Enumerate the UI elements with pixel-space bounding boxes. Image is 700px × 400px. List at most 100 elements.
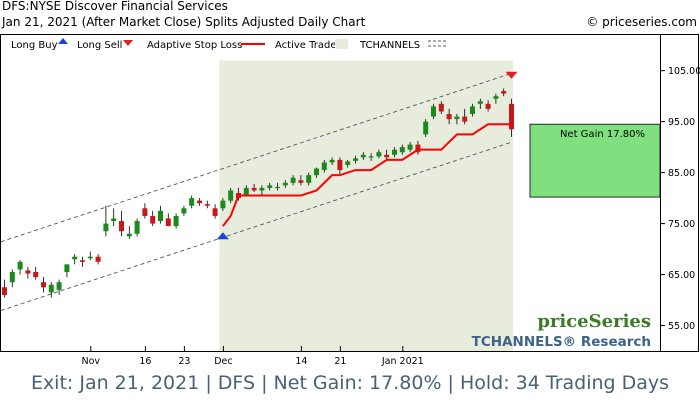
active-trade-swatch: [335, 39, 348, 49]
candle-body: [25, 270, 31, 274]
candle-body: [150, 215, 156, 224]
candle-body: [321, 162, 327, 171]
candle-body: [87, 256, 93, 259]
candle-body: [220, 200, 226, 209]
candle-body: [165, 218, 171, 227]
candle-body: [399, 147, 405, 153]
active-trade-region: [219, 60, 513, 351]
sell-arrow-icon: [123, 40, 133, 46]
candle-body: [275, 186, 280, 189]
candle-body: [470, 106, 475, 114]
y-tick-label: 85.00: [668, 168, 695, 179]
candle-body: [134, 221, 140, 234]
candle-body: [72, 256, 78, 260]
y-tick-label: 95.00: [668, 117, 695, 128]
candle-body: [329, 159, 335, 163]
candle-body: [103, 223, 109, 232]
x-tick-label: 21: [334, 356, 346, 367]
candle-body: [48, 284, 54, 293]
candle-body: [17, 261, 23, 270]
candle-body: [142, 208, 148, 216]
candle-body: [228, 190, 234, 201]
candle-body: [243, 187, 249, 196]
chart-subtitle: Jan 21, 2021 (After Market Close) Splits…: [1, 15, 366, 29]
candle-body: [462, 116, 468, 122]
candle-body: [493, 96, 499, 99]
legend-long-buy-label: Long Buy: [11, 40, 58, 51]
candle-body: [501, 91, 507, 94]
candle-body: [126, 233, 132, 237]
candle-body: [477, 101, 483, 104]
candle-body: [509, 103, 514, 130]
candle-body: [259, 187, 265, 191]
candle-body: [384, 154, 390, 158]
candle-body: [282, 182, 288, 186]
x-tick-label: 14: [295, 356, 307, 367]
candle-body: [306, 175, 312, 183]
candle-body: [485, 103, 491, 109]
candle-body: [95, 256, 101, 262]
stop-loss-layer: [222, 123, 512, 227]
candle-body: [56, 282, 62, 290]
y-tick-label: 65.00: [668, 270, 695, 281]
candle-body: [353, 158, 358, 161]
candle-body: [189, 198, 195, 206]
legend-stop-loss-label: Adaptive Stop Loss: [147, 40, 242, 51]
candle-body: [9, 272, 15, 283]
x-tick-label: Nov: [82, 356, 101, 367]
axis-ticks: 55.00 65.00 75.00 85.00 95.00 105.00 Nov 16 23 De…: [82, 66, 700, 367]
net-gain-label: Net Gain 17.80%: [560, 129, 645, 140]
candle-body: [415, 144, 421, 153]
candle-body: [407, 144, 413, 150]
legend-tchannels-label: TCHANNELS: [359, 40, 420, 51]
x-tick-label: 16: [139, 356, 151, 367]
candle-body: [251, 187, 257, 191]
y-tick-label: 55.00: [668, 321, 695, 332]
candle-body: [376, 152, 382, 157]
candle-body: [173, 215, 179, 227]
candle-body: [111, 218, 117, 222]
entry-buy-marker: [216, 232, 229, 240]
buy-arrow-icon: [58, 38, 68, 44]
candle-body: [33, 272, 39, 278]
candle-body: [392, 149, 397, 155]
candle-body: [446, 114, 452, 120]
candle-body: [360, 154, 366, 158]
candle-body: [181, 208, 187, 214]
candle-body: [423, 121, 429, 135]
candle-body: [197, 200, 202, 204]
candle-body: [204, 204, 210, 206]
chart-title: DFS:NYSE Discover Financial Services: [2, 0, 228, 13]
plot-frame: [0, 34, 699, 352]
x-tick-label: 23: [178, 356, 190, 367]
trade-markers: [216, 71, 518, 240]
candle-body: [119, 221, 124, 232]
candle-body: [314, 168, 319, 176]
legend-active-trade-label: Active Trade: [275, 40, 337, 51]
candle-body: [337, 159, 343, 171]
candle-body: [454, 116, 460, 120]
candle-body: [64, 264, 70, 272]
stop-loss-line: [222, 123, 512, 227]
x-tick-label: Dec: [214, 356, 232, 367]
tchannels-research-text: TCHANNELS® Research: [472, 334, 651, 350]
candle-body: [158, 210, 163, 222]
candle-body: [290, 177, 296, 183]
candle-body: [2, 287, 7, 295]
candle-body: [298, 180, 304, 183]
candle-body: [345, 161, 351, 165]
footer-summary: Exit: Jan 21, 2021 | DFS | Net Gain: 17.…: [31, 372, 669, 394]
legend-long-sell-label: Long Sell: [77, 40, 122, 51]
x-tick-label: Jan 2021: [381, 356, 424, 367]
candle-body: [80, 260, 85, 262]
candle-body: [431, 106, 436, 117]
exit-sell-marker: [505, 71, 518, 79]
y-tick-label: 75.00: [668, 219, 695, 230]
candlesticks: [2, 88, 514, 298]
y-tick-label: 105.00: [668, 66, 700, 77]
legend: Long Buy Long Sell Adaptive Stop Loss Ac…: [11, 38, 448, 51]
candle-body: [267, 185, 273, 188]
candle-body: [368, 156, 374, 158]
copyright-text: © priceseries.com: [586, 15, 697, 29]
